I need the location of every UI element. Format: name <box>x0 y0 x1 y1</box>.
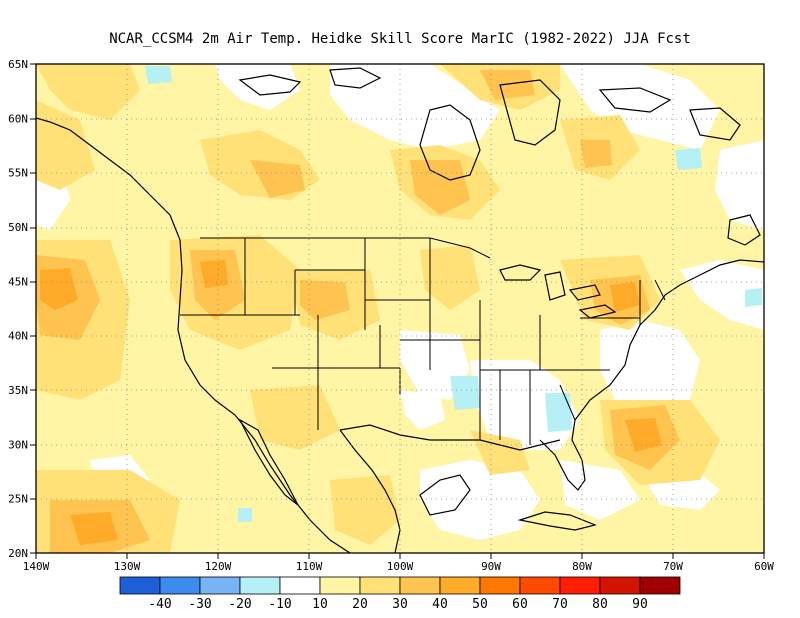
longitude-label: 100W <box>387 560 414 573</box>
longitude-label: 90W <box>481 560 501 573</box>
colorbar-swatch <box>239 576 281 595</box>
longitude-label: 140W <box>23 560 50 573</box>
colorbar-swatch <box>439 576 481 595</box>
colorbar-label: 30 <box>392 597 408 612</box>
colorbar <box>119 576 681 595</box>
colorbar-swatch <box>519 576 561 595</box>
map-area <box>36 64 764 553</box>
colorbar-label: 50 <box>472 597 488 612</box>
colorbar-swatch <box>359 576 401 595</box>
colorbar-swatch <box>599 576 641 595</box>
latitude-label: 45N <box>8 275 28 288</box>
colorbar-swatch <box>559 576 601 595</box>
axis-ticks <box>30 63 765 559</box>
negative-score-regions <box>145 66 762 522</box>
latitude-label: 35N <box>8 384 28 397</box>
colorbar-labels: -40 -30 -20 -10 10 20 30 40 50 60 70 80 90 <box>148 597 648 612</box>
colorbar-label: 10 <box>312 597 328 612</box>
colorbar-label: 90 <box>632 597 648 612</box>
longitude-label: 80W <box>572 560 592 573</box>
map-title: NCAR_CCSM4 2m Air Temp. Heidke Skill Sco… <box>109 31 691 47</box>
latitude-label: 65N <box>8 58 28 71</box>
colorbar-label: -30 <box>188 597 211 612</box>
latitude-label: 30N <box>8 438 28 451</box>
colorbar-label: -40 <box>148 597 171 612</box>
colorbar-swatch <box>639 576 681 595</box>
colorbar-label: -20 <box>228 597 251 612</box>
colorbar-swatch <box>199 576 241 595</box>
latitude-label: 25N <box>8 493 28 506</box>
longitude-labels: 140W 130W 120W 110W 100W 90W 80W 70W 60W <box>23 560 775 573</box>
colorbar-swatch <box>279 576 321 595</box>
colorbar-label: 70 <box>552 597 568 612</box>
latitude-labels: 65N 60N 55N 50N 45N 40N 35N 30N 25N 20N <box>8 58 28 560</box>
colorbar-swatch <box>319 576 361 595</box>
colorbar-swatch <box>479 576 521 595</box>
colorbar-label: 20 <box>352 597 368 612</box>
longitude-label: 110W <box>296 560 323 573</box>
colorbar-swatch <box>119 576 161 595</box>
latitude-label: 50N <box>8 221 28 234</box>
state-borders <box>180 237 666 445</box>
latitude-label: 55N <box>8 167 28 180</box>
highest-score-regions <box>40 260 662 545</box>
longitude-label: 130W <box>114 560 141 573</box>
longitude-label: 70W <box>663 560 683 573</box>
latitude-label: 40N <box>8 330 28 343</box>
longitude-label: 120W <box>205 560 232 573</box>
colorbar-label: -10 <box>268 597 291 612</box>
latitude-label: 20N <box>8 547 28 560</box>
colorbar-swatch <box>159 576 201 595</box>
colorbar-label: 60 <box>512 597 528 612</box>
colorbar-swatch <box>399 576 441 595</box>
colorbar-label: 40 <box>432 597 448 612</box>
colorbar-label: 80 <box>592 597 608 612</box>
latitude-label: 60N <box>8 112 28 125</box>
longitude-label: 60W <box>754 560 774 573</box>
